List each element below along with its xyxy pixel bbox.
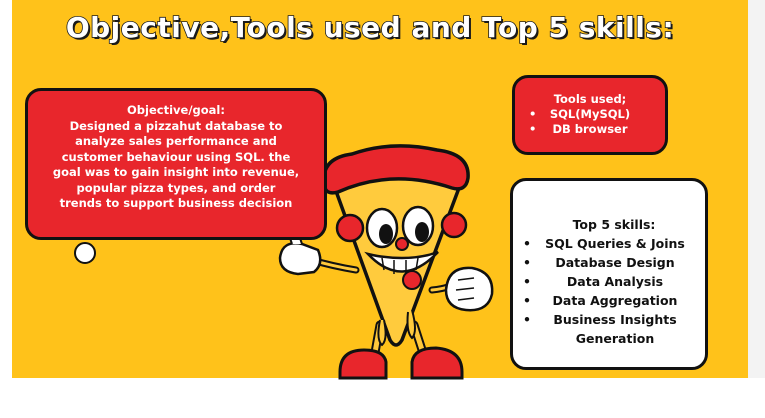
- skill-label: Business Insights Generation: [553, 312, 677, 346]
- skills-box: Top 5 skills: • SQL Queries & Joins • Data…: [510, 178, 708, 370]
- skill-label: SQL Queries & Joins: [545, 236, 685, 251]
- objective-heading: Objective/goal:: [127, 103, 225, 117]
- bullet-icon: •: [529, 122, 537, 136]
- objective-line: popular pizza types, and order: [76, 180, 276, 195]
- list-item: • Data Analysis: [519, 272, 699, 291]
- skill-label: Data Analysis: [566, 274, 664, 289]
- bullet-icon: •: [523, 312, 531, 327]
- bullet-icon: •: [523, 274, 531, 289]
- pizza-mascot-icon: [278, 144, 494, 380]
- skills-heading: Top 5 skills:: [572, 217, 656, 232]
- bullet-icon: •: [529, 107, 537, 121]
- tool-label: SQL(MySQL): [549, 107, 631, 121]
- tools-heading: Tools used;: [553, 92, 627, 106]
- list-item: • Database Design: [519, 253, 699, 272]
- objective-line: analyze sales performance and: [75, 134, 277, 148]
- list-item: • DB browser: [523, 122, 657, 137]
- scroll-gutter: [748, 0, 765, 418]
- thought-bubble-icon: [74, 242, 96, 264]
- skills-list: • SQL Queries & Joins • Database Design • D…: [519, 234, 699, 348]
- skill-label: Database Design: [555, 255, 675, 270]
- objective-line: Designed a pizzahut database to: [69, 118, 283, 133]
- skill-label: Data Aggregation: [552, 293, 678, 308]
- bullet-icon: •: [523, 236, 531, 251]
- list-item: • SQL Queries & Joins: [519, 234, 699, 253]
- bullet-icon: •: [523, 293, 531, 308]
- list-item: • Data Aggregation: [519, 291, 699, 310]
- objective-box: Objective/goal: Designed a pizzahut data…: [25, 88, 327, 240]
- objective-line: trends to support business decision: [59, 196, 293, 210]
- bullet-icon: •: [523, 255, 531, 270]
- objective-line: goal was to gain insight into revenue,: [52, 165, 300, 179]
- slide-title: Objective,Tools used and Top 5 skills:: [65, 11, 675, 45]
- list-item: • SQL(MySQL): [523, 107, 657, 122]
- objective-line: customer behaviour using SQL. the: [61, 149, 291, 164]
- list-item: • Business Insights Generation: [519, 310, 699, 348]
- tool-label: DB browser: [552, 122, 628, 136]
- tools-box: Tools used; • SQL(MySQL) • DB browser: [512, 75, 668, 155]
- tools-list: • SQL(MySQL) • DB browser: [523, 107, 657, 137]
- bottom-blank-area: [0, 378, 765, 418]
